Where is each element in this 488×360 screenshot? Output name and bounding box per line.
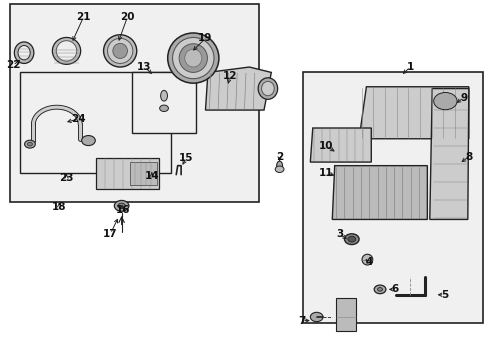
Text: 20: 20 (120, 12, 135, 22)
Ellipse shape (361, 254, 372, 265)
Ellipse shape (114, 201, 129, 211)
Polygon shape (205, 67, 271, 110)
Text: 11: 11 (319, 168, 333, 178)
Ellipse shape (81, 135, 95, 145)
Bar (96, 158, 159, 189)
Text: 12: 12 (222, 71, 237, 81)
Text: 13: 13 (137, 62, 151, 72)
Ellipse shape (160, 90, 167, 101)
Ellipse shape (344, 234, 358, 244)
Ellipse shape (167, 33, 219, 83)
Text: 3: 3 (335, 229, 343, 239)
Polygon shape (358, 87, 468, 139)
Ellipse shape (18, 45, 30, 60)
Ellipse shape (310, 312, 323, 321)
Text: 17: 17 (103, 229, 118, 239)
Text: 19: 19 (198, 33, 212, 43)
Ellipse shape (373, 285, 385, 294)
Bar (335, 298, 355, 330)
Ellipse shape (159, 105, 168, 112)
Text: 5: 5 (440, 290, 447, 300)
Ellipse shape (14, 42, 34, 63)
Ellipse shape (113, 43, 127, 58)
Text: 4: 4 (365, 257, 372, 267)
Text: 8: 8 (464, 152, 471, 162)
Text: 14: 14 (144, 171, 159, 181)
Text: 15: 15 (179, 153, 193, 163)
Polygon shape (310, 128, 370, 162)
Text: 16: 16 (115, 206, 130, 216)
Text: 24: 24 (71, 114, 86, 124)
Bar (132, 72, 195, 134)
Bar (20, 72, 171, 173)
Polygon shape (429, 89, 468, 220)
Ellipse shape (276, 161, 282, 170)
Text: 23: 23 (59, 173, 74, 183)
Ellipse shape (52, 37, 81, 64)
Ellipse shape (107, 39, 133, 63)
Ellipse shape (275, 166, 284, 172)
Ellipse shape (172, 37, 214, 79)
Ellipse shape (103, 35, 137, 67)
Ellipse shape (261, 81, 274, 96)
Ellipse shape (118, 203, 125, 208)
Text: 18: 18 (52, 202, 66, 212)
Bar (303, 72, 483, 323)
Ellipse shape (377, 288, 382, 291)
Bar (130, 162, 157, 185)
Ellipse shape (27, 142, 32, 146)
Ellipse shape (56, 41, 77, 61)
Ellipse shape (347, 236, 355, 242)
Text: 2: 2 (275, 152, 283, 162)
Bar (10, 4, 259, 202)
Polygon shape (331, 166, 427, 220)
Text: 10: 10 (319, 141, 333, 151)
Text: 22: 22 (6, 60, 20, 70)
Ellipse shape (184, 49, 202, 67)
Ellipse shape (433, 93, 456, 110)
Ellipse shape (179, 44, 207, 72)
Text: 6: 6 (390, 284, 398, 294)
Ellipse shape (258, 78, 277, 99)
Ellipse shape (24, 140, 35, 148)
Text: 9: 9 (459, 93, 467, 103)
Text: 7: 7 (298, 316, 305, 325)
Text: 1: 1 (406, 62, 413, 72)
Text: 21: 21 (76, 12, 91, 22)
